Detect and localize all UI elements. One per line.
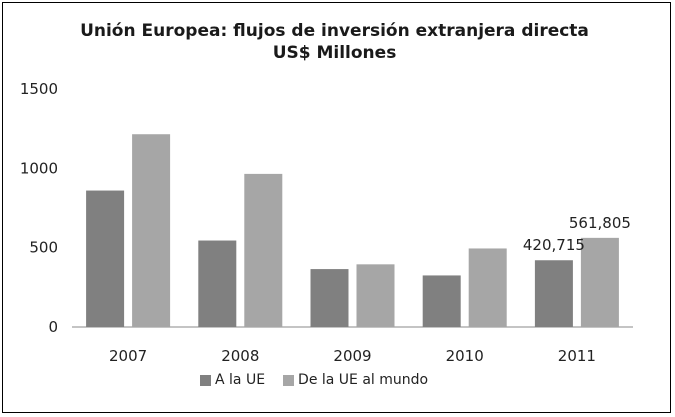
legend-swatch-de-la-ue bbox=[283, 374, 295, 386]
bar-de-la-ue-2007 bbox=[132, 134, 171, 327]
x-tick-label: 2007 bbox=[109, 347, 147, 365]
x-tick-label: 2008 bbox=[221, 347, 259, 365]
x-tick-group: 2007 2008 2009 2010 2011 bbox=[109, 347, 596, 365]
bar-de-la-ue-2009 bbox=[356, 264, 395, 327]
y-tick-label: 1000 bbox=[20, 159, 58, 177]
y-tick-label: 0 bbox=[48, 318, 58, 336]
y-tick-label: 500 bbox=[29, 239, 58, 257]
bar-de-la-ue-2011 bbox=[580, 237, 619, 327]
subtitle-line: US$ Millones bbox=[272, 43, 397, 63]
x-tick-label: 2011 bbox=[558, 347, 596, 365]
bar-a-la-ue-2007 bbox=[86, 190, 125, 327]
bar-a-la-ue-2008 bbox=[198, 240, 237, 327]
legend: A la UE De la UE al mundo bbox=[200, 370, 446, 390]
x-tick-label: 2009 bbox=[333, 347, 371, 365]
y-tick-label: 1500 bbox=[20, 80, 58, 98]
bar-de-la-ue-2010 bbox=[468, 248, 507, 327]
title-line: Unión Europea: flujos de inversión extra… bbox=[80, 21, 589, 41]
x-tick-label: 2010 bbox=[446, 347, 484, 365]
bar-a-la-ue-2011 bbox=[534, 260, 573, 327]
bar-de-la-ue-2008 bbox=[244, 173, 283, 327]
legend-item-de-la-ue: De la UE al mundo bbox=[283, 372, 428, 388]
chart-title: Unión Europea: flujos de inversión extra… bbox=[0, 20, 669, 64]
data-label: 420,715 bbox=[523, 236, 585, 254]
bar-a-la-ue-2010 bbox=[422, 275, 461, 327]
data-label: 561,805 bbox=[569, 214, 631, 232]
bar-a-la-ue-2009 bbox=[310, 269, 349, 327]
legend-item-a-la-ue: A la UE bbox=[200, 372, 265, 388]
legend-swatch-a-la-ue bbox=[200, 374, 211, 386]
bar-group bbox=[86, 134, 619, 327]
legend-label-a-la-ue: A la UE bbox=[215, 372, 266, 388]
data-label-group: 420,715 561,805 bbox=[523, 214, 631, 254]
y-tick-group: 0 500 1000 1500 bbox=[20, 80, 58, 336]
legend-label-de-la-ue: De la UE al mundo bbox=[298, 372, 429, 388]
